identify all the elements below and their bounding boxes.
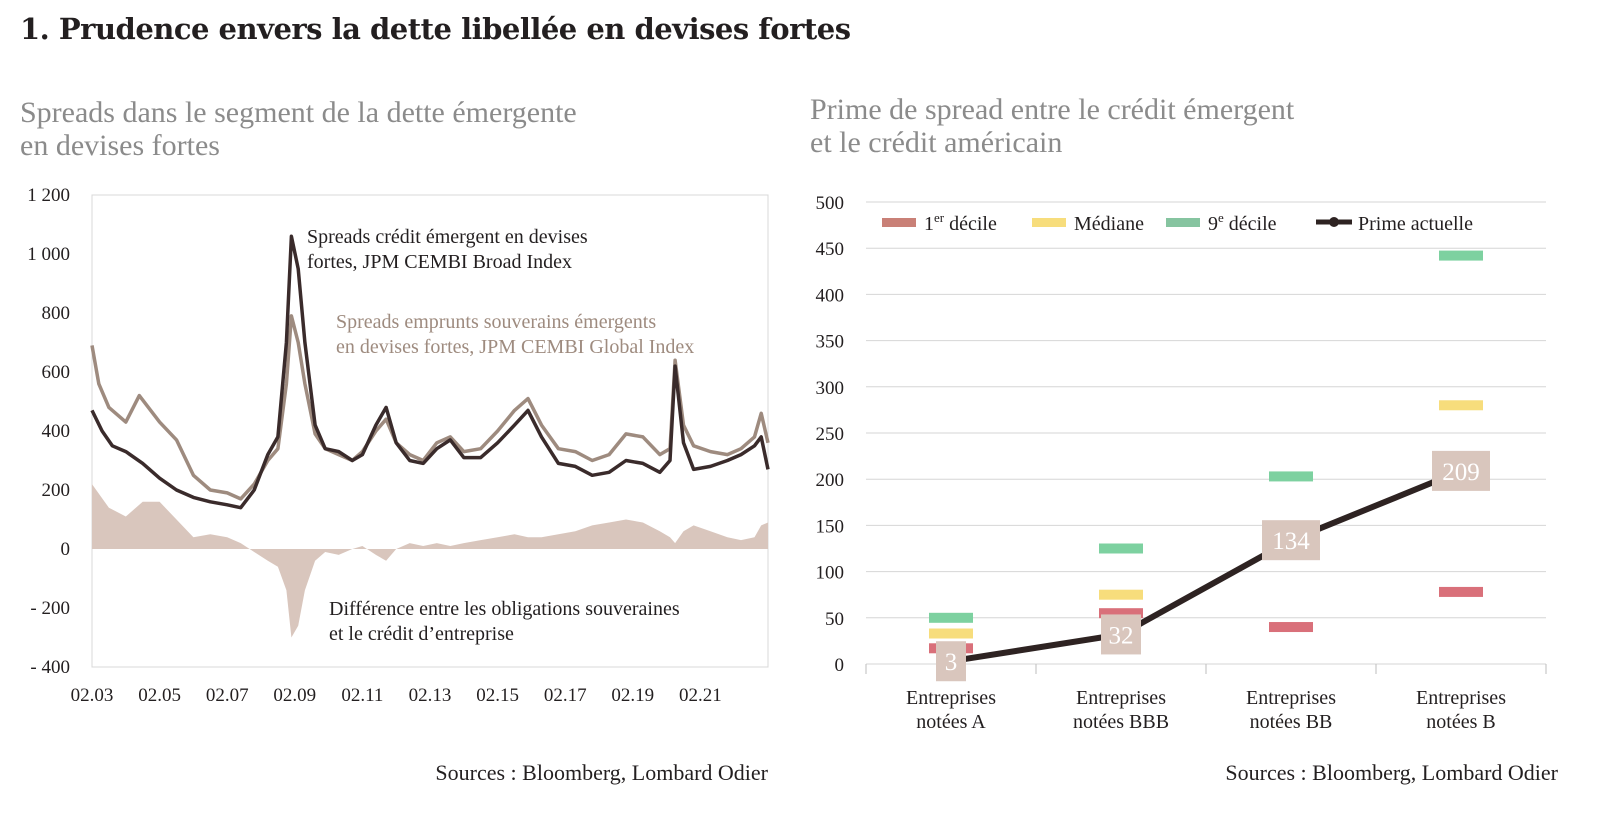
legend-item: Prime actuelle — [1316, 213, 1473, 235]
legend-swatch — [1032, 218, 1066, 227]
marker-decile-1 — [1439, 586, 1483, 597]
x-tick-label: 02.11 — [341, 685, 383, 706]
left-chart-title-line-1: Spreads dans le segment de la dette émer… — [20, 96, 577, 129]
legend-label: Médiane — [1074, 213, 1144, 235]
category-label: notées A — [916, 711, 986, 733]
y-tick-label: 1 000 — [27, 244, 70, 265]
series-line-cembi-broad — [90, 234, 770, 510]
marker-decile-9 — [929, 612, 973, 623]
data-label: 134 — [1272, 528, 1310, 555]
y-tick-label: 200 — [816, 470, 845, 491]
left-chart-title: Spreads dans le segment de la dette émer… — [20, 96, 577, 162]
x-tick-label: 02.21 — [679, 685, 722, 706]
legend-label: 9e décile — [1208, 210, 1277, 235]
y-tick-label: 150 — [816, 516, 845, 537]
legend-swatch — [1166, 218, 1200, 227]
x-tick-label: 02.09 — [273, 685, 316, 706]
legend-swatch-dot — [1329, 217, 1339, 227]
right-chart-title-line-2: et le crédit américain — [810, 126, 1063, 159]
marker-median — [1099, 589, 1143, 600]
x-tick-label: 02.07 — [206, 685, 249, 706]
series-annotation: Spreads crédit émergent en devises — [307, 226, 588, 248]
category-label: Entreprises — [1246, 687, 1336, 709]
right-chart-title: Prime de spread entre le crédit émergent… — [810, 93, 1294, 159]
plot-frame — [91, 194, 769, 668]
x-tick-label: 02.13 — [409, 685, 452, 706]
data-label: 32 — [1109, 622, 1134, 649]
marker-median — [929, 628, 973, 639]
category-label: Entreprises — [1076, 687, 1166, 709]
data-label: 209 — [1442, 459, 1480, 486]
y-tick-label: 800 — [42, 303, 71, 324]
x-tick-label: 02.19 — [611, 685, 654, 706]
x-tick-label: 02.03 — [71, 685, 114, 706]
y-tick-label: 300 — [816, 378, 845, 399]
page-title: 1. Prudence envers la dette libellée en … — [20, 12, 851, 46]
legend-item: 9e décile — [1166, 210, 1277, 235]
series-annotation: en devises fortes, JPM CEMBI Global Inde… — [336, 336, 694, 358]
right-chart-source: Sources : Bloomberg, Lombard Odier — [1225, 760, 1558, 785]
data-label-box — [1432, 450, 1490, 491]
category-label: notées B — [1426, 711, 1495, 733]
right-chart-title-line-1: Prime de spread entre le crédit émergent — [810, 93, 1295, 126]
y-tick-label: - 400 — [30, 657, 70, 678]
legend-swatch — [882, 218, 916, 227]
legend-label: 1er décile — [924, 210, 997, 235]
marker-decile-9 — [1439, 250, 1483, 261]
series-annotation: Spreads emprunts souverains émergents — [336, 311, 656, 333]
x-tick-label: 02.15 — [476, 685, 519, 706]
marker-decile-9 — [1269, 471, 1313, 482]
category-label: Entreprises — [906, 687, 996, 709]
y-tick-label: 600 — [42, 362, 71, 383]
y-tick-label: 0 — [835, 655, 845, 676]
series-annotation: et le crédit d’entreprise — [329, 623, 514, 645]
marker-median — [1439, 400, 1483, 411]
y-tick-label: 500 — [816, 193, 845, 214]
category-label: Entreprises — [1416, 687, 1506, 709]
marker-decile-1 — [1269, 622, 1313, 633]
data-label-box — [936, 641, 966, 682]
data-label-box — [1262, 520, 1320, 561]
y-tick-label: 250 — [816, 424, 845, 445]
x-tick-label: 02.17 — [544, 685, 587, 706]
data-label-box — [1101, 614, 1141, 655]
x-tick-label: 02.05 — [138, 685, 181, 706]
series-annotation: Différence entre les obligations souvera… — [329, 598, 680, 620]
y-tick-label: 400 — [42, 421, 71, 442]
y-tick-label: 400 — [816, 285, 845, 306]
y-tick-label: 100 — [816, 563, 845, 584]
y-tick-label: 450 — [816, 239, 845, 260]
y-tick-label: - 200 — [30, 598, 70, 619]
category-label: notées BB — [1250, 711, 1333, 733]
legend-label: Prime actuelle — [1358, 213, 1473, 235]
data-label: 3 — [945, 649, 958, 676]
legend-item: 1er décile — [882, 210, 997, 235]
left-chart-source: Sources : Bloomberg, Lombard Odier — [435, 760, 768, 785]
y-tick-label: 200 — [42, 480, 71, 501]
marker-decile-9 — [1099, 543, 1143, 554]
series-annotation: fortes, JPM CEMBI Broad Index — [307, 251, 572, 273]
y-tick-label: 350 — [816, 332, 845, 353]
legend-item: Médiane — [1032, 213, 1144, 235]
series-line-current-premium — [950, 468, 1463, 665]
y-tick-label: 0 — [61, 539, 71, 560]
left-chart-title-line-2: en devises fortes — [20, 129, 220, 162]
category-label: notées BBB — [1073, 711, 1169, 733]
marker-decile-1 — [1099, 608, 1143, 619]
y-tick-label: 1 200 — [27, 185, 70, 206]
y-tick-label: 50 — [825, 609, 844, 630]
